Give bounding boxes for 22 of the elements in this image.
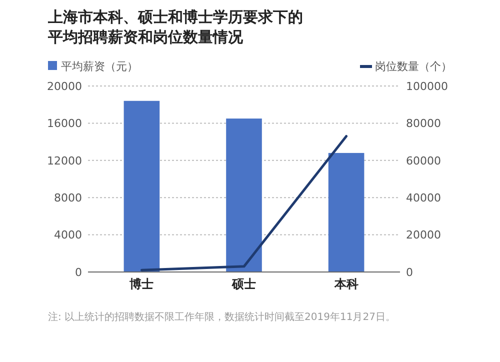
x-tick-label: 博士 [128,277,154,291]
y-tick-label: 20000 [47,80,82,93]
text: 注: 以上统计的招聘数据不限工作年限，数据统计时间截至2019年11月27日。 [48,311,396,323]
chart-title: 上海市本科、硕士和博士学历要求下的平均招聘薪资和岗位数量情况 [47,8,303,46]
y-tick-label: 12000 [47,154,82,168]
bar [124,100,160,272]
bar [328,152,364,272]
y-tick-label: 4000 [54,228,82,242]
y2-tick-label: 0 [406,266,413,279]
x-tick-label: 硕士 [231,277,256,291]
y-tick-label: 0 [75,266,82,279]
legend-label: 平均薪资（元） [61,60,138,73]
y2-tick-label: 20000 [406,228,441,242]
legend-label: 岗位数量（个） [375,60,452,73]
y-tick-label: 16000 [47,117,82,130]
y2-tick-label: 40000 [406,191,441,204]
y2-tick-label: 100000 [406,80,448,93]
y2-tick-label: 60000 [406,154,441,168]
x-tick-label: 本科 [333,277,358,291]
y-tick-label: 8000 [54,191,82,204]
y2-tick-label: 80000 [406,117,441,130]
bar [226,118,262,272]
